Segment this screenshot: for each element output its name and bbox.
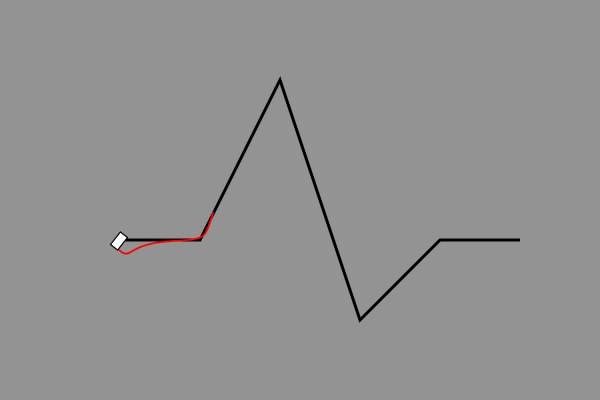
cursor-marker[interactable] [109,231,129,251]
player-trace-path [115,212,214,255]
track-path [120,76,520,323]
rectangular-cursor-icon [109,231,129,251]
